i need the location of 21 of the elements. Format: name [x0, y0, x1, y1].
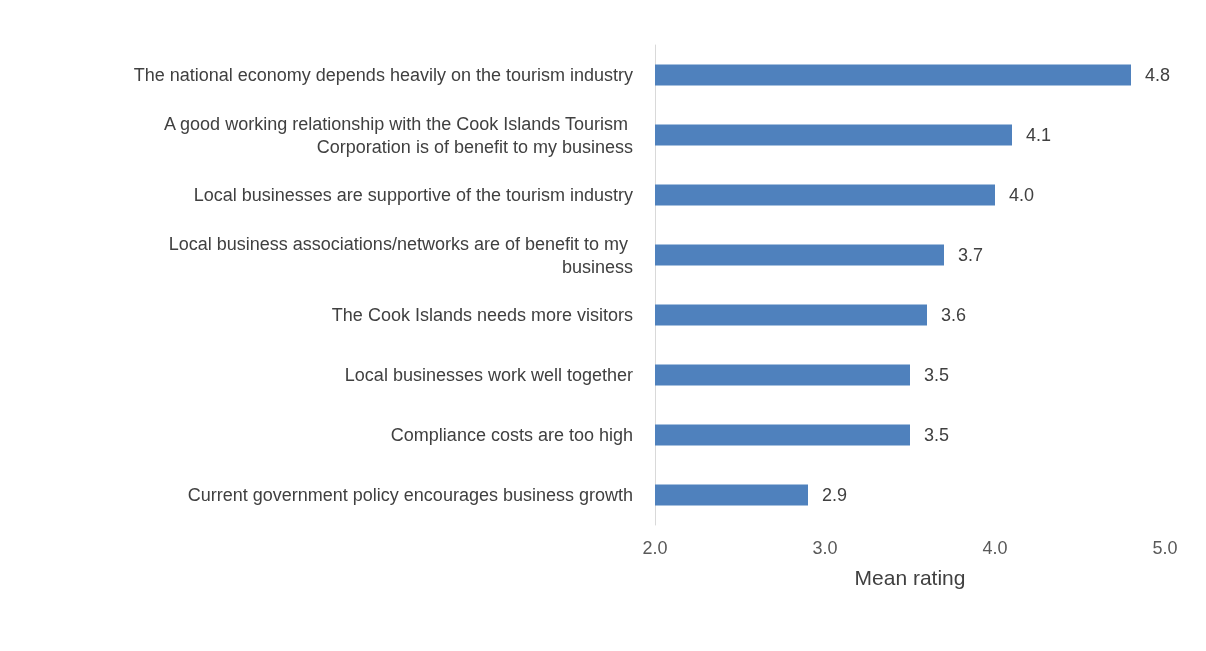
- data-label: 3.5: [924, 425, 950, 445]
- x-axis-title: Mean rating: [854, 566, 966, 589]
- data-label: 3.5: [924, 365, 950, 385]
- x-tick-label: 2.0: [642, 538, 668, 558]
- data-label: 4.0: [1009, 185, 1035, 205]
- x-tick-label: 4.0: [982, 538, 1008, 558]
- x-tick-label: 3.0: [812, 538, 838, 558]
- x-tick-label: 5.0: [1152, 538, 1178, 558]
- data-label: 2.9: [822, 485, 848, 505]
- y-tick-label: Current government policy encourages business growth: [187, 485, 633, 505]
- y-tick-label: The national economy depends heavily on the tourism industry: [133, 65, 633, 85]
- data-label: 3.6: [941, 305, 967, 325]
- y-tick-label: Compliance costs are too high: [390, 425, 633, 445]
- y-tick-label: Local business associations/networks are of benefit to my business: [168, 233, 633, 277]
- y-tick-label: Local businesses work well together: [344, 365, 633, 385]
- data-label: 4.1: [1026, 125, 1052, 145]
- data-label: 4.8: [1145, 65, 1171, 85]
- y-tick-label: A good working relationship with the Cook Islands Tourism Corporation is of benefit to my business: [164, 113, 633, 157]
- data-label: 3.7: [958, 245, 984, 265]
- y-tick-label: Local businesses are supportive of the tourism industry: [193, 185, 633, 205]
- y-tick-label: The Cook Islands needs more visitors: [331, 305, 633, 325]
